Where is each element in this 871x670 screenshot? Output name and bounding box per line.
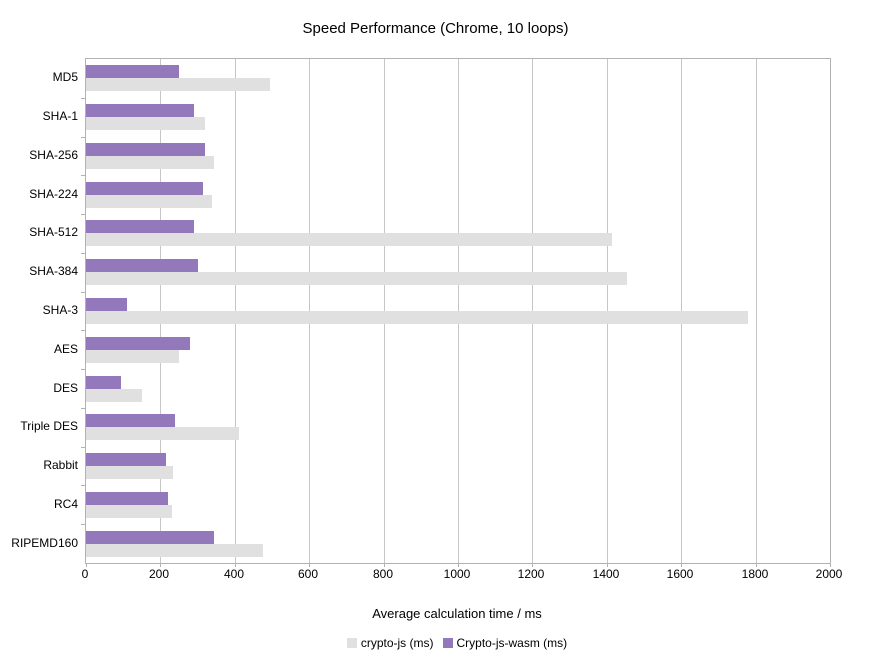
- y-axis-tick: [81, 330, 85, 331]
- x-axis-tick-800: [384, 563, 385, 567]
- category-label-sha-224: SHA-224: [29, 187, 78, 201]
- category-label-sha-512: SHA-512: [29, 225, 78, 239]
- y-axis-tick: [81, 485, 85, 486]
- legend-item-crypto-js: crypto-js (ms): [346, 636, 434, 650]
- legend-label-crypto-js: crypto-js (ms): [360, 636, 434, 650]
- category-label-aes: AES: [53, 342, 78, 356]
- bar-sha-512-crypto-js: [86, 233, 612, 246]
- bar-sha-384-crypto-js-wasm: [86, 259, 198, 272]
- bar-sha-3-crypto-js: [86, 311, 748, 324]
- y-axis-tick: [81, 214, 85, 215]
- category-label-triple-des: Triple DES: [20, 419, 78, 433]
- y-axis-tick: [81, 175, 85, 176]
- y-axis-tick: [81, 447, 85, 448]
- bar-des-crypto-js-wasm: [86, 376, 121, 389]
- y-axis-tick: [81, 524, 85, 525]
- x-tick-label-200: 200: [148, 567, 170, 581]
- x-axis-title: Average calculation time / ms: [372, 606, 542, 621]
- x-tick-label-1000: 1000: [443, 567, 471, 581]
- x-axis-tick-400: [235, 563, 236, 567]
- x-tick-label-0: 0: [81, 567, 89, 581]
- bar-sha-1-crypto-js-wasm: [86, 104, 194, 117]
- x-axis-tick-0: [86, 563, 87, 567]
- y-axis-tick: [81, 369, 85, 370]
- category-label-sha-256: SHA-256: [29, 148, 78, 162]
- bar-ripemd160-crypto-js-wasm: [86, 531, 214, 544]
- bar-sha-256-crypto-js: [86, 156, 214, 169]
- bar-triple-des-crypto-js: [86, 427, 239, 440]
- x-tick-label-2000: 2000: [815, 567, 843, 581]
- bar-sha-512-crypto-js-wasm: [86, 220, 194, 233]
- legend-label-crypto-js-wasm: Crypto-js-wasm (ms): [456, 636, 568, 650]
- bar-rc4-crypto-js-wasm: [86, 492, 168, 505]
- category-label-sha-3: SHA-3: [42, 303, 78, 317]
- plot-area: [81, 58, 831, 567]
- gridline-1800: [756, 59, 757, 563]
- bar-des-crypto-js: [86, 389, 142, 402]
- bar-md5-crypto-js-wasm: [86, 65, 179, 78]
- x-axis-tick-600: [309, 563, 310, 567]
- y-axis-tick: [81, 292, 85, 293]
- category-label-rc4: RC4: [53, 497, 78, 511]
- bar-sha-3-crypto-js-wasm: [86, 298, 127, 311]
- bar-md5-crypto-js: [86, 78, 270, 91]
- legend-item-crypto-js-wasm: Crypto-js-wasm (ms): [442, 636, 568, 650]
- x-tick-label-400: 400: [223, 567, 245, 581]
- category-label-des: DES: [53, 381, 78, 395]
- bar-triple-des-crypto-js-wasm: [86, 414, 175, 427]
- category-label-ripemd160: RIPEMD160: [11, 536, 78, 550]
- y-axis-tick: [81, 137, 85, 138]
- x-axis-tick-1200: [532, 563, 533, 567]
- x-tick-label-1600: 1600: [666, 567, 694, 581]
- x-axis-tick-1800: [756, 563, 757, 567]
- category-label-sha-1: SHA-1: [42, 109, 78, 123]
- x-tick-label-800: 800: [372, 567, 394, 581]
- legend: crypto-js (ms) Crypto-js-wasm (ms): [85, 636, 829, 650]
- y-axis-tick: [81, 98, 85, 99]
- bar-sha-256-crypto-js-wasm: [86, 143, 205, 156]
- bar-aes-crypto-js-wasm: [86, 337, 190, 350]
- bar-rabbit-crypto-js: [86, 466, 173, 479]
- bar-sha-224-crypto-js: [86, 195, 212, 208]
- bar-rabbit-crypto-js-wasm: [86, 453, 166, 466]
- y-axis-tick: [81, 408, 85, 409]
- x-tick-label-600: 600: [297, 567, 319, 581]
- bar-sha-1-crypto-js: [86, 117, 205, 130]
- bar-aes-crypto-js: [86, 350, 179, 363]
- x-tick-label-1200: 1200: [517, 567, 545, 581]
- bar-rc4-crypto-js: [86, 505, 172, 518]
- category-label-sha-384: SHA-384: [29, 264, 78, 278]
- bar-sha-224-crypto-js-wasm: [86, 182, 203, 195]
- legend-swatch-crypto-js: [346, 638, 357, 648]
- bar-sha-384-crypto-js: [86, 272, 627, 285]
- x-axis-tick-2000: [830, 563, 831, 567]
- category-label-md5: MD5: [52, 70, 78, 84]
- category-label-rabbit: Rabbit: [43, 458, 78, 472]
- x-axis-tick-1600: [681, 563, 682, 567]
- x-axis-tick-200: [160, 563, 161, 567]
- x-tick-label-1400: 1400: [592, 567, 620, 581]
- y-axis-tick: [81, 253, 85, 254]
- legend-swatch-crypto-js-wasm: [442, 638, 453, 648]
- x-axis-tick-1400: [607, 563, 608, 567]
- chart-title: Speed Performance (Chrome, 10 loops): [302, 20, 569, 37]
- bar-ripemd160-crypto-js: [86, 544, 263, 557]
- x-tick-label-1800: 1800: [741, 567, 769, 581]
- x-axis-tick-1000: [458, 563, 459, 567]
